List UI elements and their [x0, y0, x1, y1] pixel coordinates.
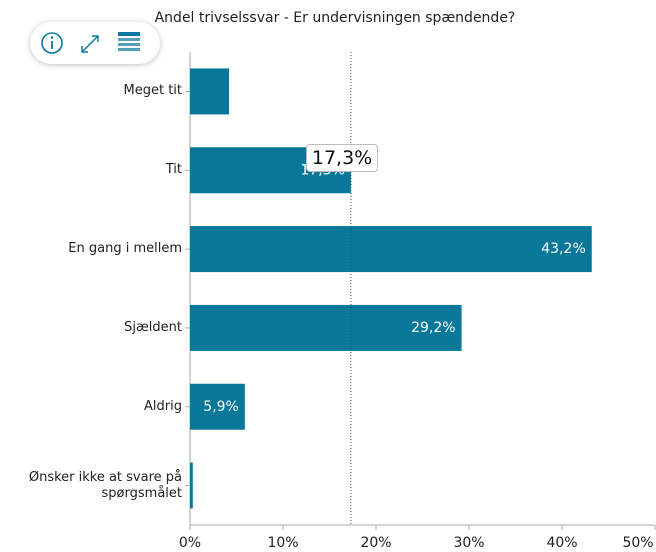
expand-button[interactable]: [81, 35, 99, 53]
info-button[interactable]: [41, 32, 63, 54]
tooltip: 17,3%: [305, 144, 379, 173]
data-label: 43,2%: [541, 241, 585, 257]
bar: [190, 462, 193, 509]
chart-title: Andel trivselssvar - Er undervisningen s…: [155, 10, 516, 26]
x-tick-label: 30%: [453, 535, 484, 551]
y-tick-label: Ønsker ikke at svare på spørgsmålet: [28, 469, 182, 501]
toolbar-icons: [41, 32, 140, 54]
bar: [190, 226, 592, 273]
y-tick-label: Aldrig: [144, 398, 182, 414]
bar: [190, 383, 245, 430]
x-tick-label: 50%: [622, 535, 653, 551]
y-tick-label: Meget tit: [123, 83, 183, 99]
toolbar: [30, 22, 160, 64]
data-label: 29,2%: [411, 320, 455, 336]
bar: [190, 304, 462, 351]
x-tick-label: 20%: [360, 535, 391, 551]
x-tick-label: 10%: [267, 535, 298, 551]
data-label: 5,9%: [203, 399, 239, 415]
y-tick-label: En gang i mellem: [68, 241, 182, 257]
y-tick-label: Sjældent: [124, 319, 182, 335]
x-tick-label: 40%: [546, 535, 577, 551]
table-button[interactable]: [118, 32, 140, 51]
x-tick-label: 0%: [179, 535, 201, 551]
bar: [190, 68, 230, 115]
y-tick-label: Tit: [165, 162, 182, 178]
